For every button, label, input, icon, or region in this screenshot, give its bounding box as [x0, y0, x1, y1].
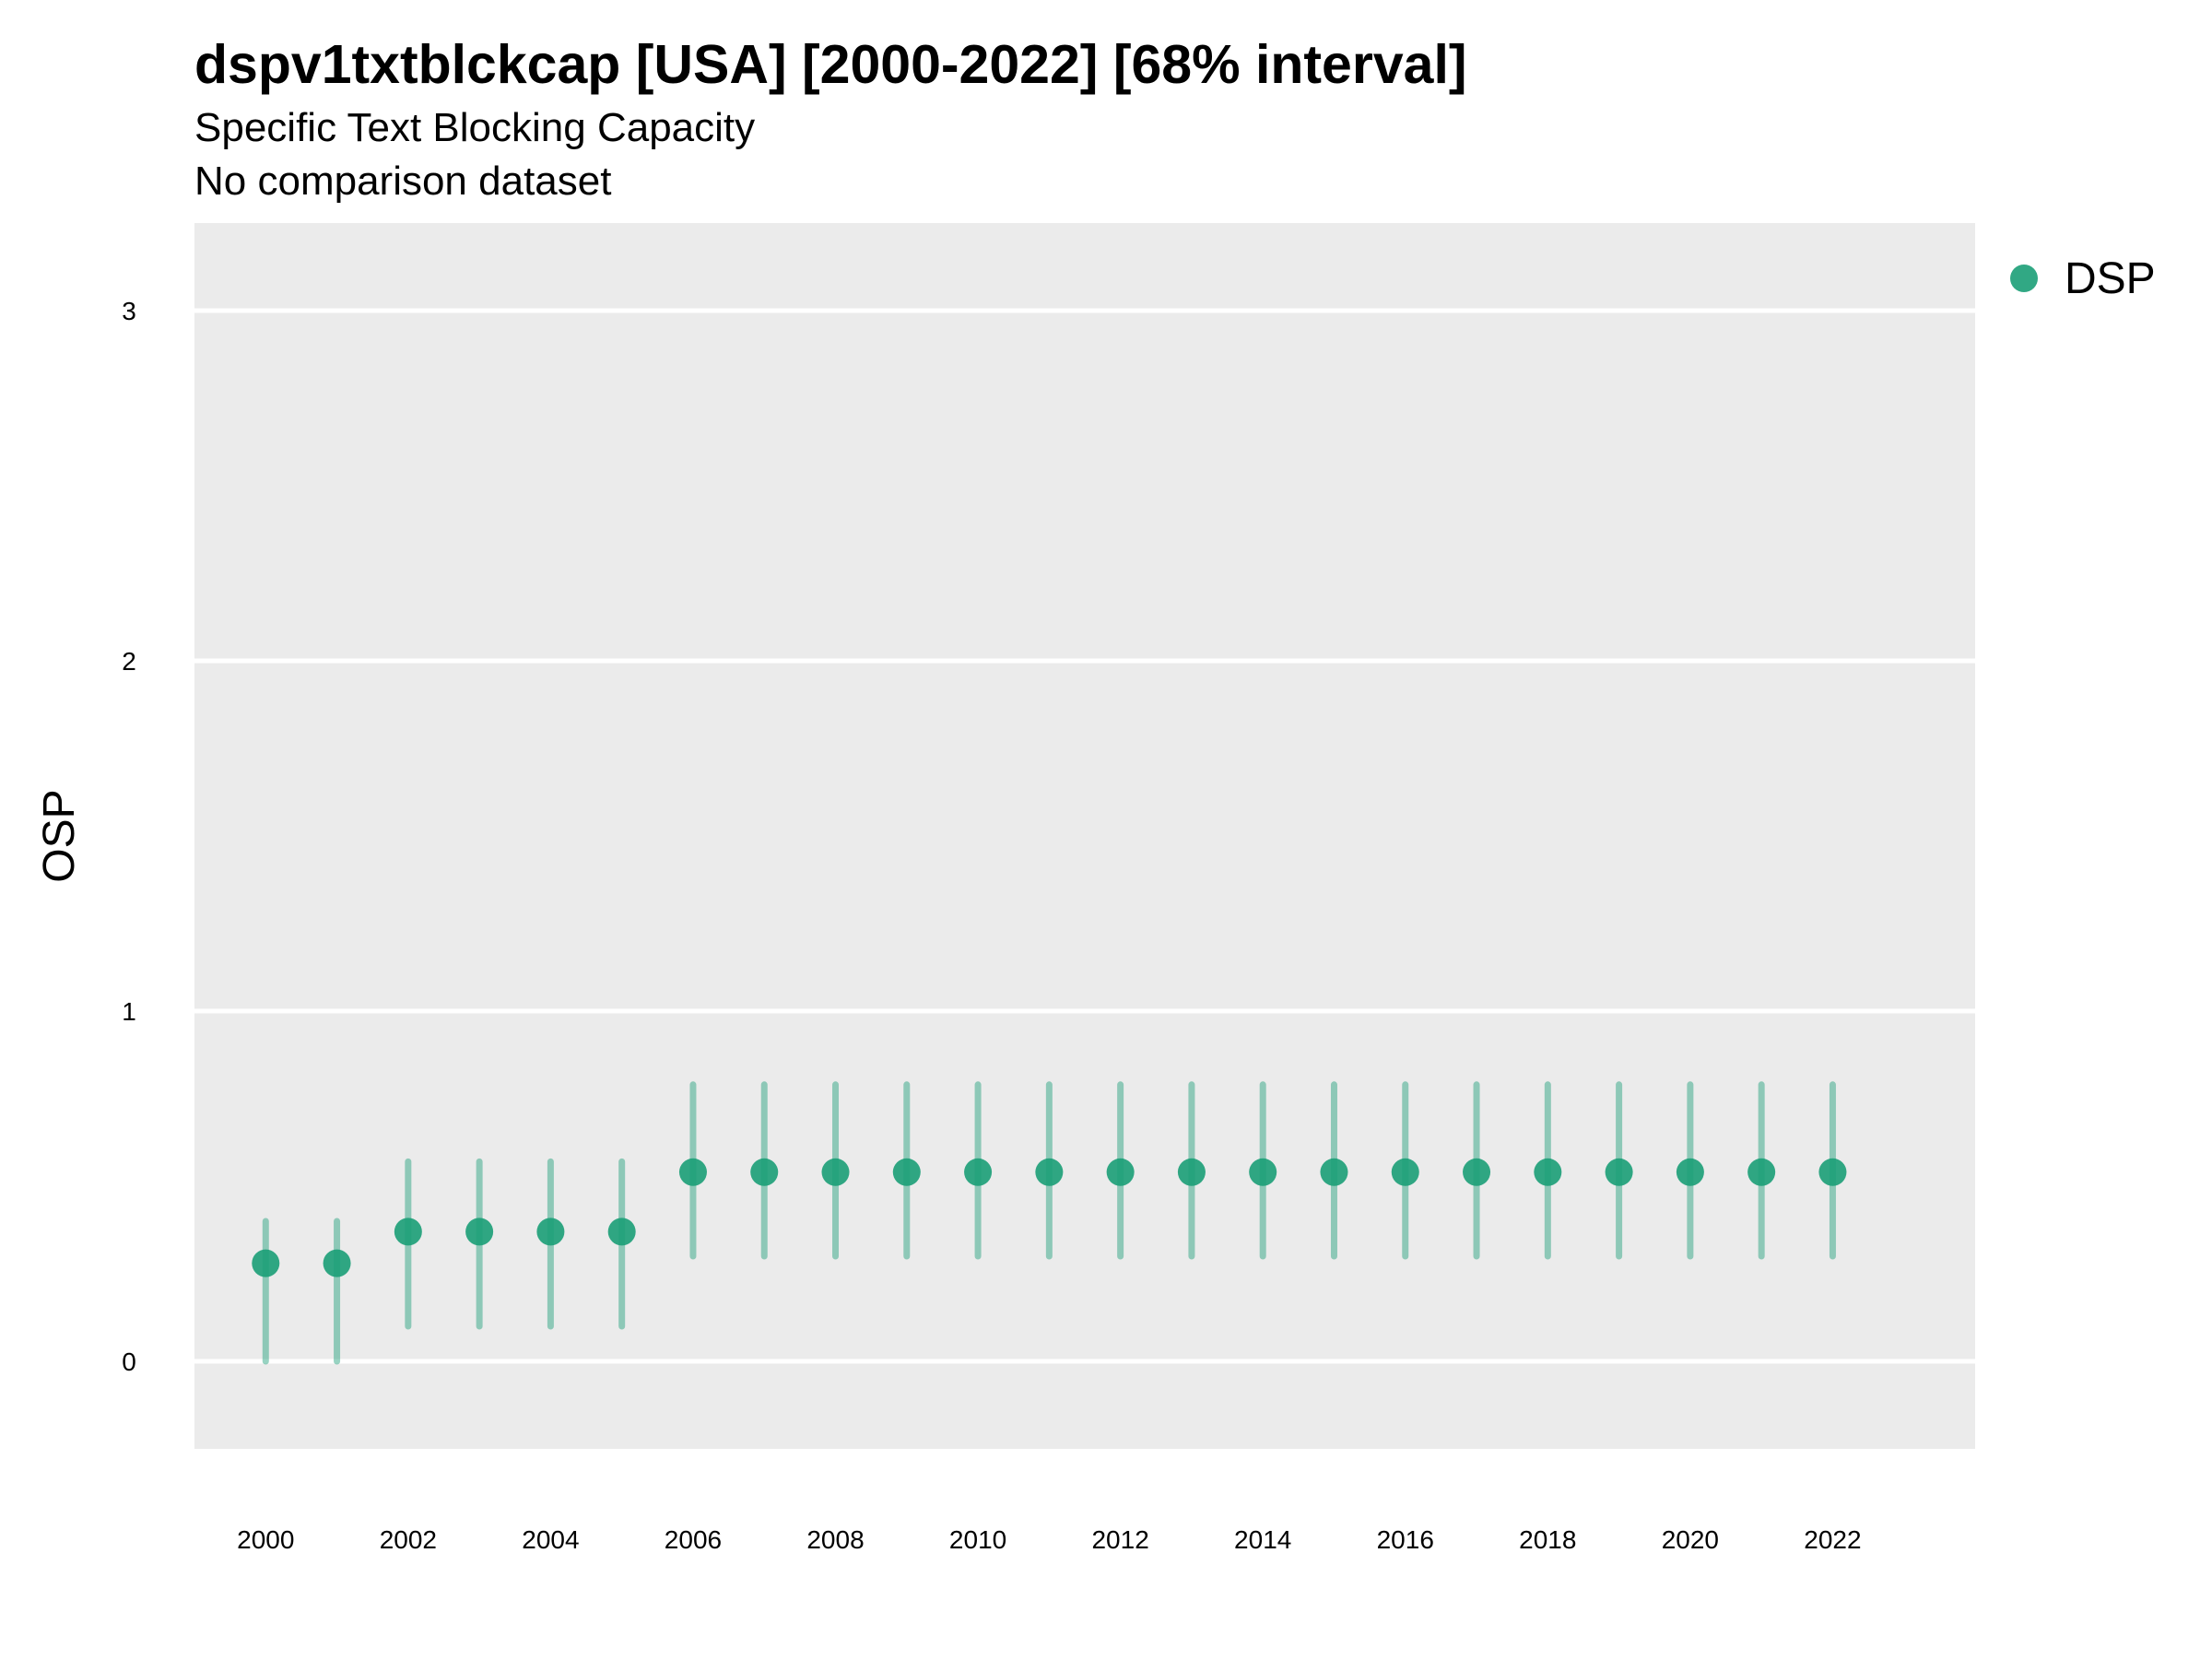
y-tick-label: 2 — [122, 647, 136, 676]
data-point — [1249, 1158, 1277, 1186]
x-tick-label: 2000 — [237, 1525, 294, 1554]
x-tick-label: 2018 — [1519, 1525, 1576, 1554]
data-point — [1463, 1158, 1491, 1186]
data-point — [892, 1158, 921, 1186]
data-point — [1106, 1158, 1135, 1186]
x-tick-label: 2022 — [1804, 1525, 1861, 1554]
data-point — [1818, 1158, 1847, 1186]
data-point — [1747, 1158, 1776, 1186]
x-axis-ticks: 2000 2002 2004 2006 2008 2010 2012 2014 2016 2018… — [237, 1525, 1861, 1554]
data-point — [821, 1158, 850, 1186]
plot-panel — [194, 223, 1975, 1449]
data-point — [964, 1158, 993, 1186]
data-point — [536, 1218, 565, 1246]
chart-subtitle: Specific Text Blocking Capacity — [194, 105, 756, 150]
x-tick-label: 2010 — [949, 1525, 1006, 1554]
data-point — [1177, 1158, 1206, 1186]
gridlines — [194, 308, 1975, 1364]
y-axis-ticks: 0 1 2 3 — [122, 297, 136, 1376]
x-tick-label: 2020 — [1662, 1525, 1719, 1554]
y-tick-label: 1 — [122, 997, 136, 1026]
data-point — [394, 1218, 422, 1246]
data-point — [323, 1249, 351, 1277]
x-tick-label: 2008 — [806, 1525, 864, 1554]
data-point — [750, 1158, 779, 1186]
chart-subtitle-secondary: No comparison dataset — [194, 159, 612, 204]
y-tick-label: 3 — [122, 297, 136, 325]
x-tick-label: 2014 — [1234, 1525, 1291, 1554]
legend-label-dsp: DSP — [2065, 254, 2156, 303]
data-point — [1676, 1158, 1704, 1186]
y-tick-label: 0 — [122, 1347, 136, 1376]
legend: DSP — [2010, 254, 2156, 303]
data-points — [252, 1158, 1847, 1277]
data-point — [1320, 1158, 1348, 1186]
y-axis-label: OSP — [35, 789, 84, 882]
data-point — [1035, 1158, 1064, 1186]
x-tick-label: 2002 — [380, 1525, 437, 1554]
x-tick-label: 2004 — [522, 1525, 579, 1554]
data-point — [607, 1218, 636, 1246]
x-tick-label: 2012 — [1091, 1525, 1148, 1554]
x-tick-label: 2016 — [1377, 1525, 1434, 1554]
chart-title: dspv1txtblckcap [USA] [2000-2022] [68% i… — [194, 34, 1467, 95]
legend-key-dsp — [2010, 265, 2038, 292]
data-point — [1534, 1158, 1562, 1186]
data-point — [465, 1218, 494, 1246]
data-point — [678, 1158, 707, 1186]
data-point — [1605, 1158, 1633, 1186]
x-tick-label: 2006 — [665, 1525, 722, 1554]
data-point — [1391, 1158, 1419, 1186]
data-point — [252, 1249, 280, 1277]
